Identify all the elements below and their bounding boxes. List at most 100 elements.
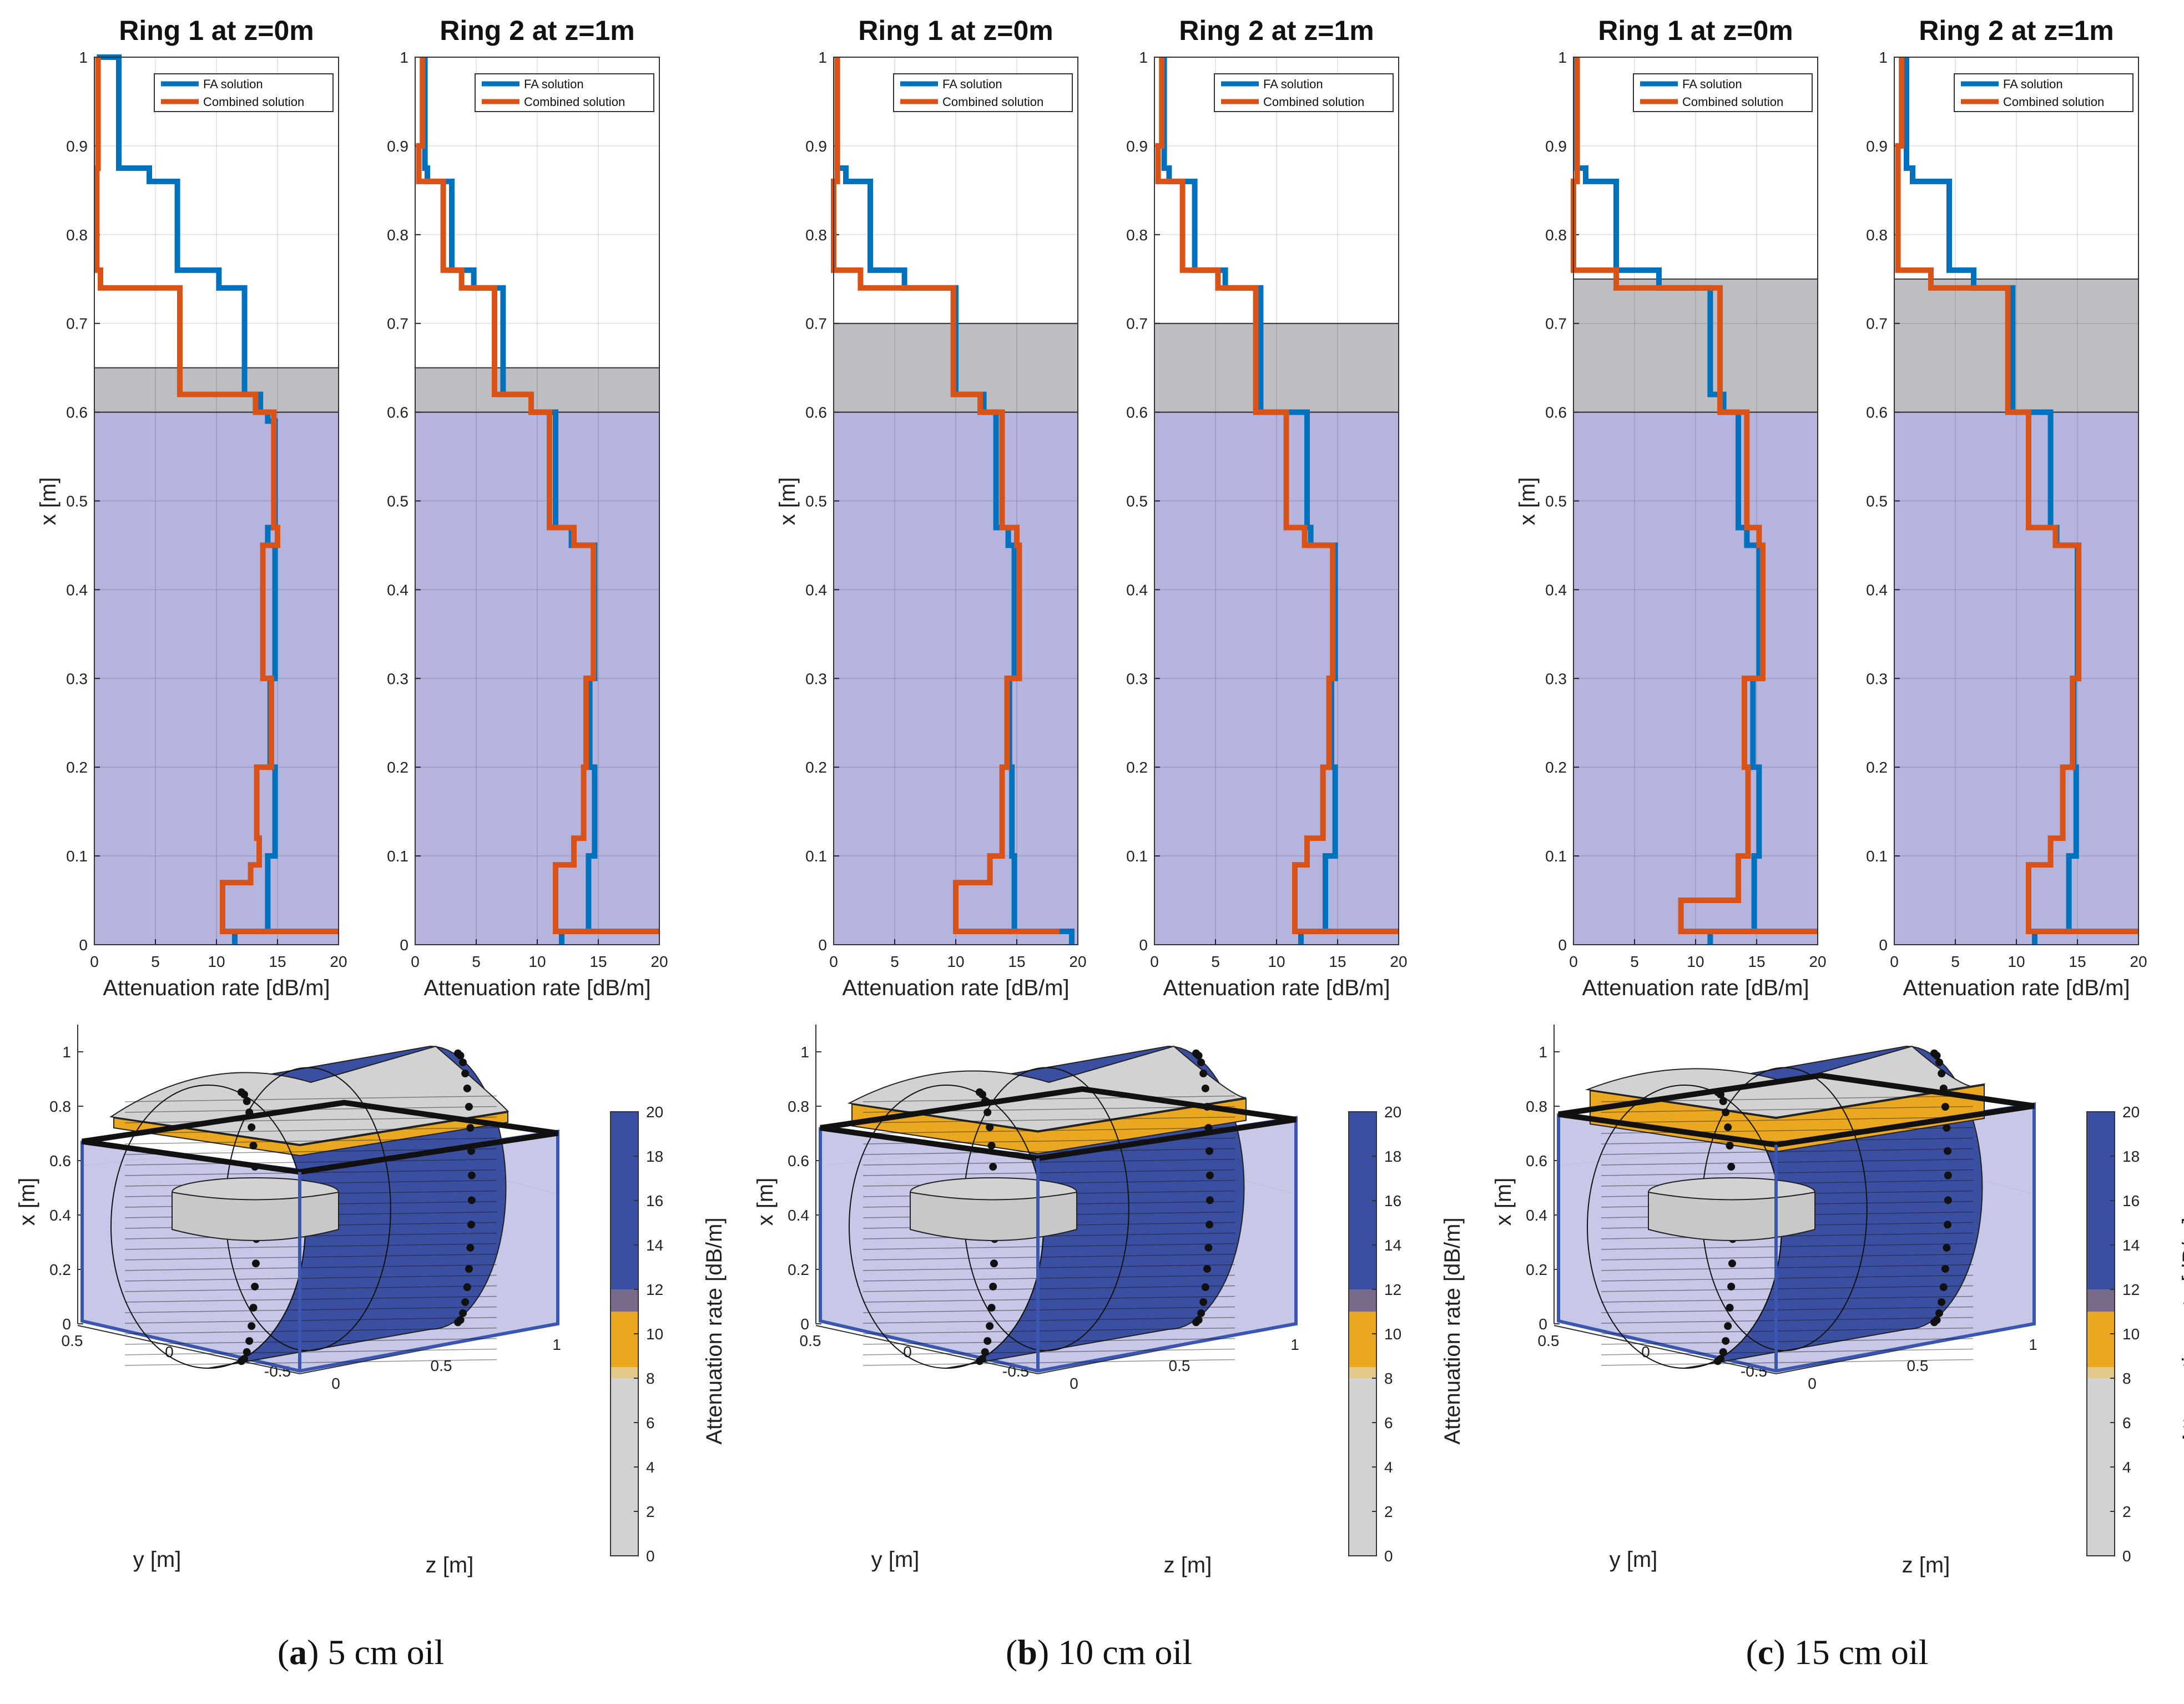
x-tick-label: 10 (947, 953, 964, 970)
sensor-dot (1206, 1221, 1214, 1229)
mesh-line (1601, 1116, 1974, 1123)
sensor-dot (1194, 1316, 1203, 1324)
y-tick-label: 0 (1879, 936, 1888, 954)
colorbar-tick-label: 12 (1384, 1281, 1401, 1298)
iso-z-tick-label: 0.5 (431, 1357, 452, 1374)
colorbar-mid (2087, 1312, 2115, 1367)
combined-solution-line (1571, 57, 1818, 934)
mesh-line (1601, 1127, 1974, 1134)
colorbar-tick-label: 0 (646, 1547, 655, 1565)
sensor-dot (978, 1355, 986, 1363)
y-tick-label: 0.9 (805, 138, 827, 155)
sensor-dot (456, 1316, 465, 1324)
axes-frame (94, 57, 339, 945)
y-tick-label: 0.1 (1545, 848, 1567, 865)
y-tick-label: 1 (79, 49, 88, 66)
colorbar-tick-label: 4 (646, 1459, 655, 1476)
chart-a-2: 00.10.20.30.40.50.60.70.80.910 5 10 15 20FA … (387, 15, 668, 1000)
chart-title: Ring 2 at z=1m (440, 15, 635, 46)
legend-box (475, 73, 654, 112)
x-tick-label: 20 (1390, 953, 1407, 970)
y-tick-label: 1 (400, 49, 408, 66)
sensor-dot (1197, 1058, 1206, 1067)
colorbar-mid (611, 1312, 638, 1367)
sensor-dot (1206, 1171, 1214, 1179)
chart-title: Ring 1 at z=0m (119, 15, 314, 46)
iso-x-tick-label: 0.4 (49, 1207, 71, 1224)
mesh-line (124, 1295, 497, 1303)
x-tick-label: 5 (1211, 953, 1220, 970)
oil-surface-frame (820, 1086, 1297, 1162)
iso-x-tick-label: 0.2 (49, 1261, 71, 1278)
caption-c: (c) 15 cm oil (1746, 1632, 1929, 1672)
colorbar-tick-label: 8 (2122, 1370, 2131, 1387)
mesh-line (124, 1317, 497, 1324)
y-tick-label: 1 (818, 49, 827, 66)
x-axis-label: Attenuation rate [dB/m] (1582, 976, 1809, 1000)
iso-y-tick-label: 0 (165, 1343, 174, 1360)
sensor-dot (1719, 1348, 1727, 1356)
y-tick-label: 0.8 (1866, 226, 1888, 244)
x-tick-label: 20 (650, 953, 668, 970)
y-tick-label: 0.5 (1545, 493, 1567, 510)
colorbar-tick-label: 18 (2122, 1148, 2140, 1165)
sensor-dot (1201, 1283, 1209, 1292)
axes-frame (1573, 57, 1818, 945)
y-tick-label: 0.7 (1866, 315, 1888, 332)
sensor-dot (1727, 1282, 1736, 1290)
y-tick-label: 0.3 (387, 670, 408, 687)
sensor-dot (466, 1243, 475, 1252)
sensor-dot (983, 1108, 992, 1117)
mesh-line (1601, 1295, 1974, 1303)
legend-box (1633, 73, 1813, 112)
sensor-dot (1724, 1123, 1732, 1131)
chart-title: Ring 1 at z=0m (1598, 15, 1793, 46)
iso-x-tick-label: 0.6 (1526, 1152, 1547, 1169)
y-tick-label: 0 (400, 936, 408, 954)
x-axis-label: Attenuation rate [dB/m] (842, 976, 1069, 1000)
x-axis-label: Attenuation rate [dB/m] (1903, 976, 2130, 1000)
sensor-dot (249, 1142, 258, 1150)
legend-label-combined: Combined solution (524, 95, 625, 109)
sensor-dot (251, 1282, 259, 1290)
y-tick-label: 0.9 (1545, 138, 1567, 155)
mesh-line (1601, 1306, 1974, 1313)
oil-surface-frame (1558, 1072, 2035, 1148)
oil-region (1154, 323, 1399, 412)
sensor-dot (1944, 1221, 1952, 1229)
y-tick-label: 0.8 (1545, 226, 1567, 244)
y-tick-label: 0.5 (1126, 493, 1148, 510)
y-tick-label: 0.6 (1866, 404, 1888, 421)
legend-label-combined: Combined solution (2003, 95, 2104, 109)
sensor-dot (1943, 1124, 1951, 1132)
x-tick-label: 5 (151, 953, 160, 970)
colorbar-tick-label: 18 (646, 1148, 663, 1165)
y-tick-label: 0.8 (1126, 226, 1148, 244)
colorbar-blend (1349, 1367, 1376, 1378)
legend-label-fa: FA solution (203, 77, 263, 91)
x-axis-label: Attenuation rate [dB/m] (423, 976, 650, 1000)
iso-z-label: z [m] (426, 1553, 474, 1577)
mesh-line (862, 1327, 1235, 1334)
colorbar-tick-label: 18 (1384, 1148, 1401, 1165)
y-tick-label: 0.9 (1126, 138, 1148, 155)
colorbar-label: Attenuation rate [dB/m] (702, 1217, 727, 1444)
x-tick-label: 0 (1569, 953, 1578, 970)
y-tick-label: 0.9 (66, 138, 88, 155)
mesh-line (1601, 1264, 1974, 1271)
sensor-dot (1944, 1171, 1952, 1179)
mesh-line (862, 1274, 1235, 1282)
x-tick-label: 10 (1268, 953, 1285, 970)
sensor-dot (990, 1259, 998, 1268)
sensor-dot (986, 1322, 994, 1330)
y-axis-label: x [m] (1515, 477, 1540, 526)
x-tick-label: 5 (1630, 953, 1639, 970)
y-tick-label: 0.4 (1545, 581, 1567, 598)
fa-solution-line (1161, 57, 1338, 945)
iso-x-tick-label: 0.4 (1526, 1207, 1547, 1224)
mesh-line (124, 1285, 497, 1292)
sensor-dot (1943, 1243, 1951, 1252)
chart-b-1: 00.10.20.30.40.50.60.70.80.910 5 10 15 20FA … (775, 15, 1087, 1000)
iso-y-tick-label: 0.5 (800, 1332, 821, 1349)
y-tick-label: 0.2 (1866, 759, 1888, 776)
